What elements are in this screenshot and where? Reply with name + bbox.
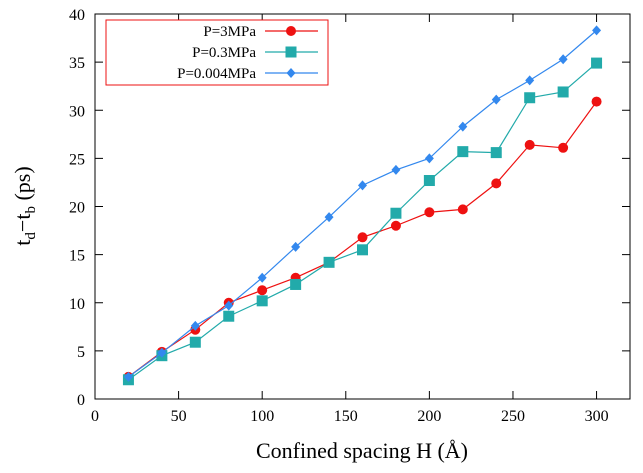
- data-point: [592, 25, 602, 36]
- data-point: [524, 92, 536, 104]
- data-point: [323, 256, 335, 268]
- series-layer: [122, 25, 603, 386]
- data-point: [291, 241, 301, 252]
- y-label-unit: (ps): [10, 166, 35, 206]
- y-tick-label: 5: [77, 344, 85, 361]
- y-tick-label: 25: [69, 151, 85, 168]
- y-label-sub1: d: [23, 232, 39, 240]
- x-tick-label: 300: [585, 408, 609, 425]
- data-point: [123, 371, 133, 382]
- data-point: [224, 300, 234, 311]
- data-point: [357, 244, 368, 256]
- data-point: [524, 139, 535, 150]
- data-point: [558, 142, 569, 153]
- data-point: [189, 336, 201, 348]
- y-tick-label: 0: [77, 392, 85, 409]
- data-point: [190, 320, 200, 331]
- data-point: [525, 75, 535, 86]
- series-P=0.3MPa: [122, 57, 603, 386]
- data-point: [324, 212, 334, 223]
- data-point: [423, 175, 435, 187]
- data-point: [256, 295, 268, 307]
- data-point: [391, 164, 401, 175]
- data-point: [424, 153, 434, 164]
- data-point: [390, 207, 402, 219]
- ticks-layer: 0 50 100 150 200 250 300 0 5 10 15 20 25 30 35 40: [69, 7, 630, 425]
- data-point: [490, 147, 502, 159]
- y-tick-label: 35: [69, 55, 85, 72]
- x-tick-label: 50: [171, 408, 187, 425]
- y-tick-label: 15: [69, 248, 85, 265]
- y-label-t1: t: [10, 240, 35, 246]
- data-point: [591, 57, 603, 69]
- y-tick-label: 20: [69, 200, 85, 217]
- y-label-minus: −: [10, 220, 35, 232]
- data-point: [223, 310, 235, 322]
- y-label-sub2: b: [23, 206, 39, 214]
- legend-label: P=3MPa: [203, 24, 256, 40]
- data-point: [257, 272, 267, 283]
- x-tick-label: 100: [250, 408, 274, 425]
- x-axis-label: Confined spacing H (Å): [256, 438, 468, 463]
- y-axis-label: td−tb (ps): [10, 166, 39, 245]
- data-point: [358, 180, 367, 191]
- data-point: [458, 121, 468, 132]
- data-point: [558, 54, 568, 65]
- data-point: [457, 146, 469, 158]
- data-point: [491, 178, 502, 189]
- data-point: [591, 96, 602, 107]
- y-tick-label: 30: [69, 103, 85, 120]
- legend: P=3MPa P=0.3MPa P=0.004MPa: [105, 19, 329, 86]
- x-tick-label: 0: [91, 408, 99, 425]
- x-tick-label: 250: [501, 408, 525, 425]
- x-tick-label: 150: [334, 408, 358, 425]
- data-point: [290, 278, 302, 290]
- data-point: [357, 232, 368, 243]
- legend-label: P=0.004MPa: [177, 66, 256, 82]
- data-point: [286, 68, 296, 78]
- data-point: [285, 46, 297, 58]
- data-point: [557, 86, 569, 98]
- data-point: [491, 94, 501, 105]
- y-label-t2: t: [10, 214, 35, 220]
- x-tick-label: 200: [417, 408, 441, 425]
- data-point: [257, 285, 268, 296]
- series-P=0.004MPa: [123, 25, 602, 382]
- data-point: [424, 207, 435, 218]
- data-point: [390, 220, 401, 231]
- y-tick-label: 10: [69, 296, 85, 313]
- legend-entries: P=3MPa P=0.3MPa P=0.004MPa: [177, 24, 318, 82]
- data-point: [157, 347, 167, 358]
- data-point: [457, 204, 468, 215]
- legend-label: P=0.3MPa: [192, 45, 256, 61]
- data-point: [286, 26, 296, 36]
- y-tick-label: 40: [69, 7, 85, 24]
